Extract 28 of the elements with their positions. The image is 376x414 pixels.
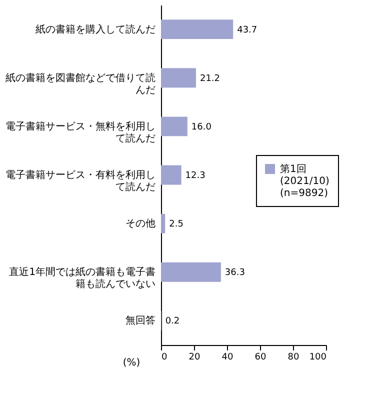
- x-tick-label: 80: [288, 352, 300, 362]
- data-label: 21.2: [200, 74, 220, 84]
- bar: [161, 116, 188, 136]
- x-tick-label: 60: [254, 352, 266, 362]
- x-tick-label: 40: [222, 352, 234, 362]
- y-tick-label: 紙の書籍を図書館などで借りて読んだ: [6, 72, 156, 96]
- x-axis-title: (%): [122, 358, 140, 368]
- data-label: 43.7: [237, 25, 258, 36]
- y-tick-label: 直近1年間では紙の書籍も電子書籍も読んでいない: [9, 266, 156, 290]
- x-tick-label: 0: [162, 352, 168, 362]
- bar: [161, 214, 166, 234]
- bar: [161, 68, 196, 88]
- bar: [161, 262, 221, 282]
- y-tick-label: その他: [126, 218, 156, 230]
- data-label: 0.2: [165, 316, 180, 327]
- y-tick-label: 無回答: [126, 314, 156, 327]
- bar: [161, 165, 182, 185]
- x-tick-label: 20: [188, 352, 200, 362]
- data-label: 2.5: [169, 220, 184, 230]
- data-label: 12.3: [185, 171, 206, 181]
- bar: [161, 20, 234, 39]
- y-tick-label: 電子書籍サービス・有料を利用して読んだ: [6, 169, 156, 193]
- y-tick-label: 電子書籍サービス・無料を利用して読んだ: [6, 120, 156, 144]
- data-label: 16.0: [191, 122, 212, 132]
- data-label: 36.3: [224, 268, 245, 278]
- x-tick-label: 100: [309, 352, 327, 362]
- y-tick-label: 紙の書籍を購入して読んだ: [36, 23, 156, 36]
- legend-label: 第1回 (2021/10) (n=9892): [280, 163, 330, 199]
